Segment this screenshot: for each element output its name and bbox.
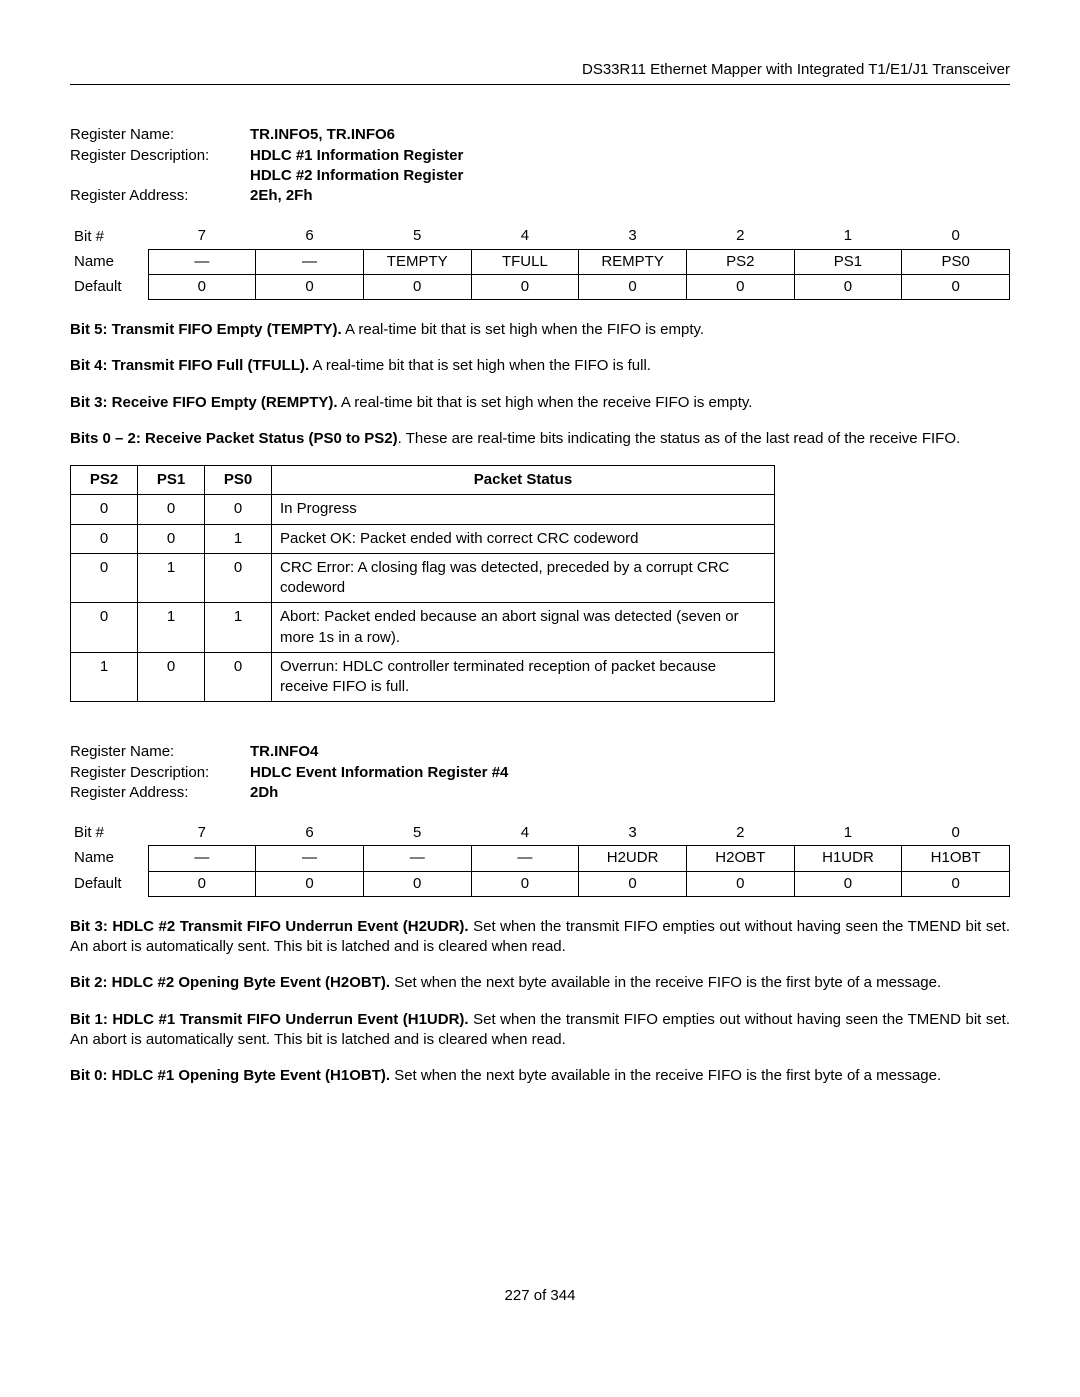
- packet-status-table: PS2 PS1 PS0 Packet Status 000 In Progres…: [70, 465, 775, 702]
- page-header: DS33R11 Ethernet Mapper with Integrated …: [70, 60, 1010, 85]
- name-cell: —: [148, 846, 256, 871]
- table-row: 000 In Progress: [71, 495, 775, 524]
- name-cell: H2UDR: [579, 846, 687, 871]
- name-row-label: Name: [70, 249, 148, 274]
- default-cell: 0: [471, 274, 579, 299]
- bit-cell: 7: [148, 224, 256, 249]
- default-cell: 0: [686, 871, 794, 896]
- bit-table-2: Bit # 7 6 5 4 3 2 1 0 Name — — — — H2UDR…: [70, 821, 1010, 897]
- default-cell: 0: [902, 871, 1010, 896]
- reg2-addr-value: 2Dh: [250, 783, 278, 803]
- reg2-name-label: Register Name:: [70, 742, 250, 762]
- default-cell: 0: [794, 871, 902, 896]
- reg1-name-label: Register Name:: [70, 125, 250, 145]
- r2bit3-desc: Bit 3: HDLC #2 Transmit FIFO Underrun Ev…: [70, 917, 1010, 958]
- bit-cell: 2: [686, 821, 794, 846]
- default-cell: 0: [363, 274, 471, 299]
- bit-cell: 4: [471, 224, 579, 249]
- bit-cell: 7: [148, 821, 256, 846]
- bit-row-label: Bit #: [70, 224, 148, 249]
- th-ps0: PS0: [205, 466, 272, 495]
- bit-cell: 2: [686, 224, 794, 249]
- name-cell: —: [256, 846, 364, 871]
- table-row: 010 CRC Error: A closing flag was detect…: [71, 553, 775, 603]
- default-cell: 0: [902, 274, 1010, 299]
- reg1-name-value: TR.INFO5, TR.INFO6: [250, 125, 395, 145]
- name-row-label: Name: [70, 846, 148, 871]
- reg2-desc-value: HDLC Event Information Register #4: [250, 763, 508, 783]
- table-row: 100 Overrun: HDLC controller terminated …: [71, 652, 775, 702]
- bit-cell: 6: [256, 224, 364, 249]
- th-ps1: PS1: [138, 466, 205, 495]
- bit-cell: 0: [902, 821, 1010, 846]
- bits02-desc: Bits 0 – 2: Receive Packet Status (PS0 t…: [70, 429, 1010, 449]
- default-cell: 0: [471, 871, 579, 896]
- bit-cell: 1: [794, 821, 902, 846]
- default-row-label: Default: [70, 871, 148, 896]
- table-row: 011 Abort: Packet ended because an abort…: [71, 603, 775, 653]
- default-cell: 0: [794, 274, 902, 299]
- reg1-desc-value2: HDLC #2 Information Register: [250, 166, 463, 186]
- reg2-name-value: TR.INFO4: [250, 742, 318, 762]
- th-ps2: PS2: [71, 466, 138, 495]
- r2bit1-desc: Bit 1: HDLC #1 Transmit FIFO Underrun Ev…: [70, 1010, 1010, 1051]
- reg1-desc-label: Register Description:: [70, 146, 250, 187]
- default-row-label: Default: [70, 274, 148, 299]
- name-cell: —: [148, 249, 256, 274]
- name-cell: —: [363, 846, 471, 871]
- default-cell: 0: [148, 871, 256, 896]
- default-cell: 0: [363, 871, 471, 896]
- default-cell: 0: [579, 274, 687, 299]
- name-cell: —: [256, 249, 364, 274]
- bit-cell: 3: [579, 224, 687, 249]
- bit-cell: 5: [363, 821, 471, 846]
- register-info-1: Register Name: TR.INFO5, TR.INFO6 Regist…: [70, 125, 1010, 206]
- name-cell: H1UDR: [794, 846, 902, 871]
- name-cell: —: [471, 846, 579, 871]
- r2bit2-desc: Bit 2: HDLC #2 Opening Byte Event (H2OBT…: [70, 973, 1010, 993]
- reg1-addr-label: Register Address:: [70, 186, 250, 206]
- name-cell: TFULL: [471, 249, 579, 274]
- reg1-addr-value: 2Eh, 2Fh: [250, 186, 313, 206]
- bit-cell: 0: [902, 224, 1010, 249]
- bit-cell: 5: [363, 224, 471, 249]
- r2bit0-desc: Bit 0: HDLC #1 Opening Byte Event (H1OBT…: [70, 1066, 1010, 1086]
- table-row: 001 Packet OK: Packet ended with correct…: [71, 524, 775, 553]
- name-cell: PS0: [902, 249, 1010, 274]
- default-cell: 0: [256, 871, 364, 896]
- bit-cell: 4: [471, 821, 579, 846]
- bit4-desc: Bit 4: Transmit FIFO Full (TFULL). A rea…: [70, 356, 1010, 376]
- name-cell: TEMPTY: [363, 249, 471, 274]
- reg2-desc-label: Register Description:: [70, 763, 250, 783]
- name-cell: H2OBT: [686, 846, 794, 871]
- name-cell: PS1: [794, 249, 902, 274]
- bit-cell: 6: [256, 821, 364, 846]
- reg2-addr-label: Register Address:: [70, 783, 250, 803]
- default-cell: 0: [686, 274, 794, 299]
- bit-cell: 1: [794, 224, 902, 249]
- name-cell: REMPTY: [579, 249, 687, 274]
- name-cell: H1OBT: [902, 846, 1010, 871]
- bit5-desc: Bit 5: Transmit FIFO Empty (TEMPTY). A r…: [70, 320, 1010, 340]
- default-cell: 0: [256, 274, 364, 299]
- default-cell: 0: [148, 274, 256, 299]
- reg1-desc-value1: HDLC #1 Information Register: [250, 146, 463, 166]
- default-cell: 0: [579, 871, 687, 896]
- bit-row-label: Bit #: [70, 821, 148, 846]
- th-status: Packet Status: [272, 466, 775, 495]
- bit-table-1: Bit # 7 6 5 4 3 2 1 0 Name — — TEMPTY TF…: [70, 224, 1010, 300]
- page-footer: 227 of 344: [70, 1286, 1010, 1306]
- register-info-2: Register Name: TR.INFO4 Register Descrip…: [70, 742, 1010, 803]
- name-cell: PS2: [686, 249, 794, 274]
- bit3-desc: Bit 3: Receive FIFO Empty (REMPTY). A re…: [70, 393, 1010, 413]
- bit-cell: 3: [579, 821, 687, 846]
